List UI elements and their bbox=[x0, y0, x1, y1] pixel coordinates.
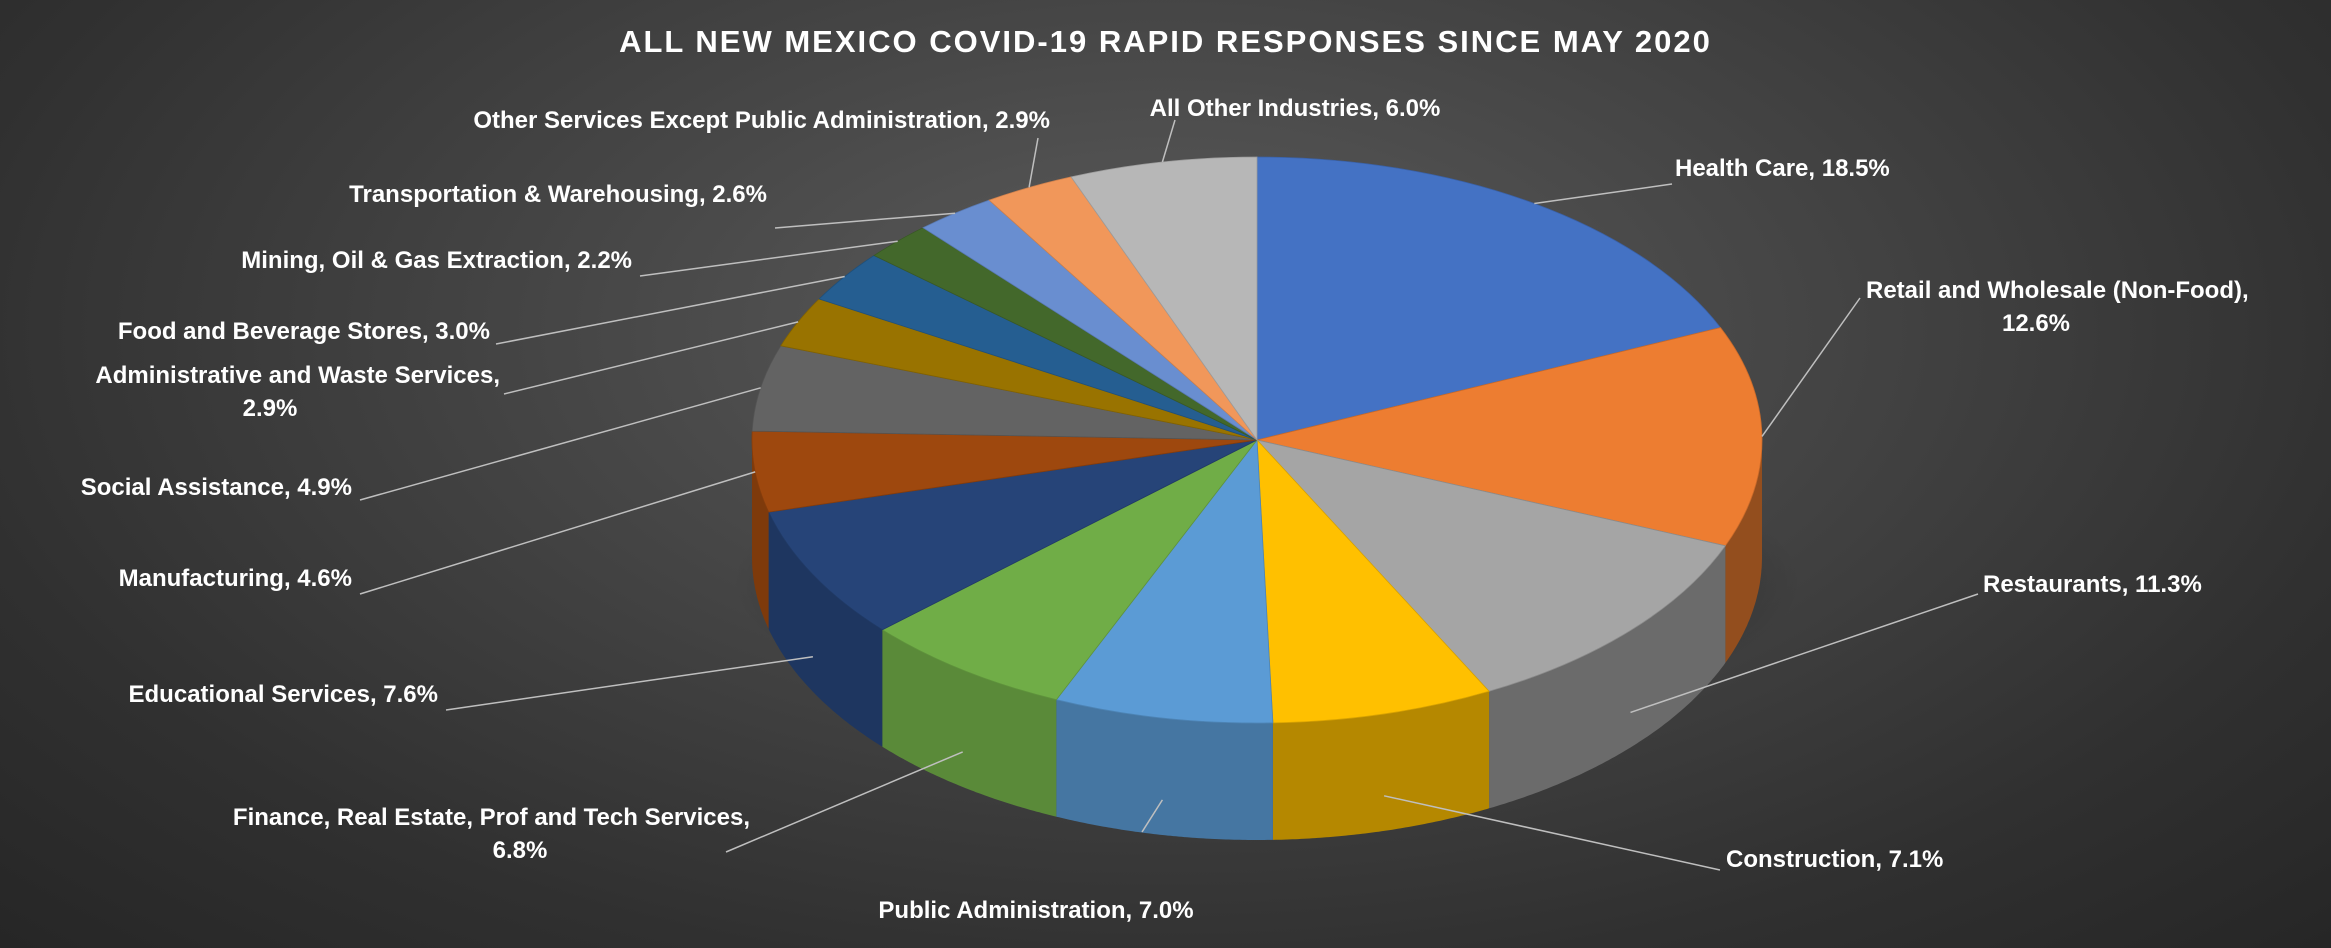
pie-slice bbox=[881, 439, 1258, 701]
pie-slice-side bbox=[882, 629, 1057, 817]
leader-line bbox=[774, 212, 956, 229]
leader-line bbox=[639, 240, 898, 277]
leader-line bbox=[495, 275, 845, 345]
data-label: Educational Services, 7.6% bbox=[129, 681, 438, 708]
data-label: Retail and Wholesale (Non-Food), 12.6% bbox=[1866, 277, 2249, 337]
pie-slice bbox=[1070, 156, 1258, 442]
data-label: Public Administration, 7.0% bbox=[878, 897, 1193, 924]
pie-slice bbox=[1256, 438, 1490, 724]
data-label: Administrative and Waste Services, 2.9% bbox=[95, 362, 500, 422]
pie-slice-side bbox=[1489, 545, 1726, 809]
pie-slice bbox=[768, 439, 1258, 631]
data-label: Transportation & Warehousing, 2.6% bbox=[349, 181, 767, 208]
data-label: Construction, 7.1% bbox=[1726, 846, 1943, 873]
leader-line bbox=[1534, 183, 1673, 205]
pie-slice-side bbox=[1056, 699, 1273, 840]
pie-slice bbox=[1255, 439, 1727, 692]
leader-line bbox=[1161, 119, 1176, 163]
data-label: Finance, Real Estate, Prof and Tech Serv… bbox=[233, 804, 750, 864]
leader-line bbox=[1383, 795, 1721, 871]
leader-line bbox=[359, 387, 761, 501]
pie-slice-side bbox=[768, 512, 883, 747]
leader-line bbox=[1028, 137, 1039, 188]
leader-line bbox=[725, 751, 963, 853]
data-label: Restaurants, 11.3% bbox=[1983, 571, 2202, 598]
chart-title: ALL NEW MEXICO COVID-19 RAPID RESPONSES … bbox=[619, 24, 1712, 59]
leader-line bbox=[1141, 799, 1164, 833]
leader-line bbox=[359, 471, 756, 595]
leader-line bbox=[503, 321, 799, 395]
data-label: All Other Industries, 6.0% bbox=[1150, 95, 1441, 122]
data-label: Social Assistance, 4.9% bbox=[81, 474, 352, 501]
data-label: Health Care, 18.5% bbox=[1675, 155, 1890, 182]
pie-slice bbox=[1256, 327, 1763, 547]
data-label: Other Services Except Public Administrat… bbox=[473, 107, 1050, 134]
pie-slice bbox=[1256, 156, 1722, 441]
leader-line bbox=[1761, 297, 1861, 437]
pie-slice-side bbox=[1725, 442, 1762, 663]
leader-line bbox=[445, 655, 814, 711]
data-label: Mining, Oil & Gas Extraction, 2.2% bbox=[241, 247, 632, 274]
pie-slice-side bbox=[752, 440, 769, 630]
data-label: Manufacturing, 4.6% bbox=[119, 565, 352, 592]
data-label: Food and Beverage Stores, 3.0% bbox=[118, 318, 490, 345]
leader-line bbox=[1630, 593, 1979, 714]
pie-slice-side bbox=[1272, 691, 1490, 840]
pie-slice bbox=[1055, 438, 1274, 724]
